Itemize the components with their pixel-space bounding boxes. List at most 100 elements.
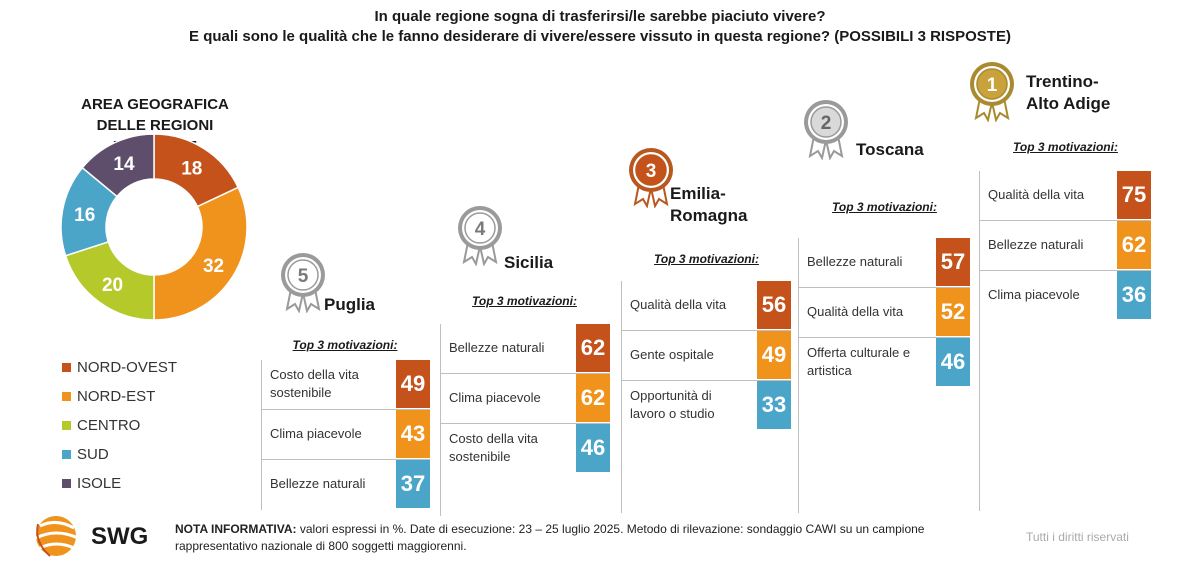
legend-swatch <box>62 392 71 401</box>
motivation-label: Opportunità di lavoro o studio <box>630 388 715 421</box>
legend-swatch <box>62 421 71 430</box>
row-separator <box>980 220 1151 221</box>
legend-item: CENTRO <box>62 417 140 434</box>
medal-rank: 3 <box>646 161 657 182</box>
brand-name: SWG <box>91 523 149 550</box>
medal-icon: 3 <box>629 148 673 208</box>
medal-rank: 2 <box>821 113 832 134</box>
donut-value-label: 32 <box>203 256 224 277</box>
row-separator <box>441 373 610 374</box>
region-name: Emilia- Romagna <box>670 183 747 227</box>
row-separator <box>622 380 791 381</box>
motivation-value: 56 <box>757 281 791 329</box>
legend-label: NORD-OVEST <box>77 359 178 376</box>
top3-header: Top 3 motivazioni: <box>654 252 759 266</box>
column-divider <box>798 238 799 513</box>
motivation-value: 49 <box>396 360 430 408</box>
swg-logo-icon <box>35 516 79 557</box>
region-name-line-1: Toscana <box>856 140 924 159</box>
row-separator <box>622 330 791 331</box>
region-name-line-1: Puglia <box>324 295 376 314</box>
region-name-line-2: Alto Adige <box>1026 94 1111 113</box>
motivation-value: 62 <box>576 324 610 372</box>
legend-label: CENTRO <box>77 417 141 434</box>
motivation-label: Bellezze naturali <box>270 476 366 491</box>
row-separator <box>799 287 970 288</box>
donut-value-label: 18 <box>181 158 202 179</box>
donut-title-line-1: AREA GEOGRAFICA <box>81 96 229 113</box>
medal-icon: 2 <box>804 100 848 160</box>
motivation-label: Gente ospitale <box>630 347 714 362</box>
medal-icon: 4 <box>458 206 502 266</box>
medal-icon: 1 <box>970 62 1014 122</box>
medal-rank: 4 <box>475 219 486 240</box>
motivation-value: 62 <box>1117 221 1151 269</box>
row-separator <box>262 409 430 410</box>
motivation-label: Costo della vita sostenibile <box>270 367 359 400</box>
title-line-2: E quali sono le qualità che le fanno des… <box>189 28 1011 45</box>
region-name: Trentino- Alto Adige <box>1026 71 1110 115</box>
donut-value-label: 14 <box>113 154 135 175</box>
motivation-label: Bellezze naturali <box>807 254 903 269</box>
top3-header: Top 3 motivazioni: <box>1013 140 1118 154</box>
legend-item: SUD <box>62 446 109 463</box>
column-divider <box>979 171 980 511</box>
note-label: NOTA INFORMATIVA: <box>175 522 297 536</box>
region-name-line-1: Sicilia <box>504 253 554 272</box>
top3-header: Top 3 motivazioni: <box>292 338 398 352</box>
legend-label: NORD-EST <box>77 388 156 405</box>
region-name-line-2: Romagna <box>670 206 748 225</box>
medal-icon: 5 <box>281 253 325 313</box>
motivation-value: 46 <box>936 338 970 386</box>
motivation-value: 36 <box>1117 271 1151 319</box>
region-name: Toscana <box>856 139 924 161</box>
row-separator <box>441 423 610 424</box>
column-divider <box>621 281 622 513</box>
row-separator <box>799 337 970 338</box>
motivation-value: 49 <box>757 331 791 379</box>
note-text: valori espressi in %. Date di esecuzione… <box>175 522 925 553</box>
motivation-value: 33 <box>757 381 791 429</box>
region-name: Puglia <box>324 294 375 316</box>
motivation-label: Clima piacevole <box>270 426 362 441</box>
motivation-label: Bellezze naturali <box>449 340 545 355</box>
region-name: Sicilia <box>504 252 553 274</box>
top3-header: Top 3 motivazioni: <box>472 294 577 308</box>
medal-rank: 1 <box>987 75 998 96</box>
donut-value-label: 16 <box>74 205 95 226</box>
legend-item: ISOLE <box>62 475 121 492</box>
legend-swatch <box>62 363 71 372</box>
legend-swatch <box>62 450 71 459</box>
legend-swatch <box>62 479 71 488</box>
motivation-label: Clima piacevole <box>449 390 541 405</box>
rights-text: Tutti i diritti riservati <box>1026 530 1129 544</box>
donut-chart: 18 32 20 16 14 <box>60 133 248 321</box>
motivation-value: 46 <box>576 424 610 472</box>
legend-label: SUD <box>77 446 109 463</box>
motivation-label: Clima piacevole <box>988 287 1080 302</box>
row-separator <box>262 459 430 460</box>
motivation-value: 43 <box>396 410 430 458</box>
legend-label: ISOLE <box>77 475 122 492</box>
motivation-value: 62 <box>576 374 610 422</box>
region-name-line-1: Trentino- <box>1026 72 1099 91</box>
motivation-value: 37 <box>396 460 430 508</box>
region-name-line-1: Emilia- <box>670 184 726 203</box>
top3-header: Top 3 motivazioni: <box>832 200 937 214</box>
motivation-label: Bellezze naturali <box>988 237 1084 252</box>
motivation-label: Qualità della vita <box>988 187 1085 202</box>
medal-rank: 5 <box>298 266 309 287</box>
column-divider <box>440 324 441 516</box>
donut-slice-isole <box>81 133 155 198</box>
info-note: NOTA INFORMATIVA: valori espressi in %. … <box>175 521 975 555</box>
column-divider <box>261 360 262 510</box>
donut-slice-nord-est <box>153 186 248 321</box>
motivation-label: Offerta culturale e artistica <box>807 345 911 378</box>
motivation-label: Costo della vita sostenibile <box>449 431 538 464</box>
row-separator <box>980 270 1151 271</box>
motivation-label: Qualità della vita <box>807 304 904 319</box>
donut-value-label: 20 <box>102 275 123 296</box>
motivation-value: 75 <box>1117 171 1151 219</box>
motivation-value: 52 <box>936 288 970 336</box>
legend-item: NORD-OVEST <box>62 359 177 376</box>
